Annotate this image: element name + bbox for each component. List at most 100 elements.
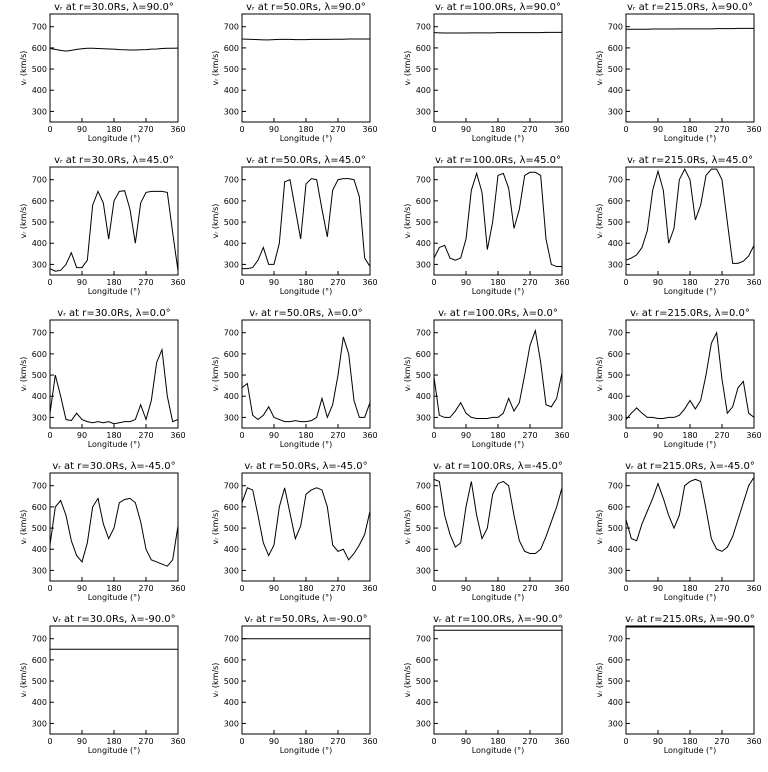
y-axis-label: vᵣ (km/s) (211, 663, 220, 698)
x-tick-label: 0 (239, 431, 244, 440)
x-tick-label: 180 (298, 584, 313, 593)
y-tick-label: 400 (32, 392, 47, 401)
y-axis-label: vᵣ (km/s) (403, 663, 412, 698)
x-tick-label: 0 (431, 125, 436, 134)
x-axis-label: Longitude (°) (664, 440, 717, 449)
y-tick-label: 400 (416, 86, 431, 95)
y-tick-label: 300 (608, 719, 623, 728)
chart-title: vᵣ at r=100.0Rs, λ=0.0° (438, 308, 558, 319)
y-tick-label: 300 (416, 260, 431, 269)
y-tick-label: 300 (416, 413, 431, 422)
y-axis-label: vᵣ (km/s) (595, 357, 604, 392)
x-axis-label: Longitude (°) (88, 440, 141, 449)
y-tick-label: 600 (416, 44, 431, 53)
x-tick-label: 180 (490, 431, 505, 440)
x-tick-label: 90 (269, 125, 279, 134)
x-tick-label: 90 (653, 125, 663, 134)
x-tick-label: 90 (77, 278, 87, 287)
y-tick-label: 400 (32, 545, 47, 554)
y-axis-label: vᵣ (km/s) (211, 204, 220, 239)
x-tick-label: 90 (269, 737, 279, 746)
y-tick-label: 400 (416, 392, 431, 401)
y-tick-label: 400 (32, 698, 47, 707)
y-tick-label: 400 (224, 545, 239, 554)
plot-frame (241, 472, 371, 582)
y-axis-label: vᵣ (km/s) (19, 357, 28, 392)
y-tick-label: 500 (416, 65, 431, 74)
x-tick-label: 360 (362, 278, 377, 287)
x-tick-label: 180 (490, 125, 505, 134)
y-tick-label: 700 (224, 329, 239, 338)
x-axis-label: Longitude (°) (472, 287, 525, 296)
x-axis-label: Longitude (°) (664, 287, 717, 296)
x-tick-label: 360 (746, 125, 761, 134)
x-tick-label: 360 (554, 737, 569, 746)
x-tick-label: 0 (239, 125, 244, 134)
y-tick-label: 600 (32, 44, 47, 53)
x-tick-label: 270 (138, 584, 153, 593)
x-axis-label: Longitude (°) (280, 746, 333, 755)
x-tick-label: 270 (522, 431, 537, 440)
x-tick-label: 180 (106, 431, 121, 440)
y-tick-label: 500 (608, 65, 623, 74)
plot-frame (433, 13, 563, 123)
y-tick-label: 600 (416, 656, 431, 665)
x-tick-label: 360 (362, 584, 377, 593)
plot-frame (625, 319, 755, 429)
x-axis-label: Longitude (°) (472, 593, 525, 602)
x-tick-label: 360 (746, 431, 761, 440)
chart-title: vᵣ at r=50.0Rs, λ=45.0° (246, 155, 366, 166)
chart-title: vᵣ at r=100.0Rs, λ=45.0° (435, 155, 561, 166)
y-tick-label: 500 (224, 218, 239, 227)
x-tick-label: 360 (170, 278, 185, 287)
x-tick-label: 270 (714, 125, 729, 134)
y-axis-label: vᵣ (km/s) (403, 51, 412, 86)
y-tick-label: 400 (608, 545, 623, 554)
x-tick-label: 180 (298, 737, 313, 746)
y-tick-label: 700 (608, 635, 623, 644)
y-axis-label: vᵣ (km/s) (403, 510, 412, 545)
x-tick-label: 270 (330, 125, 345, 134)
y-tick-label: 500 (32, 524, 47, 533)
y-tick-label: 400 (608, 239, 623, 248)
x-axis-label: Longitude (°) (472, 746, 525, 755)
y-axis-label: vᵣ (km/s) (211, 357, 220, 392)
x-tick-label: 90 (653, 737, 663, 746)
plot-frame (49, 319, 179, 429)
y-tick-label: 300 (32, 107, 47, 116)
data-line (433, 31, 562, 34)
x-tick-label: 90 (269, 431, 279, 440)
chart-title: vᵣ at r=30.0Rs, λ=0.0° (57, 308, 170, 319)
y-tick-label: 300 (608, 260, 623, 269)
y-tick-label: 600 (416, 350, 431, 359)
x-axis-label: Longitude (°) (88, 593, 141, 602)
x-tick-label: 0 (431, 278, 436, 287)
y-tick-label: 300 (224, 719, 239, 728)
y-axis-label: vᵣ (km/s) (403, 204, 412, 239)
y-tick-label: 600 (32, 656, 47, 665)
y-tick-label: 400 (416, 545, 431, 554)
y-tick-label: 700 (224, 482, 239, 491)
x-axis-label: Longitude (°) (280, 440, 333, 449)
data-line (625, 476, 755, 552)
x-tick-label: 270 (522, 737, 537, 746)
x-tick-label: 270 (330, 584, 345, 593)
x-tick-label: 180 (298, 431, 313, 440)
y-tick-label: 500 (608, 677, 623, 686)
x-tick-label: 90 (461, 584, 471, 593)
x-axis-label: Longitude (°) (88, 134, 141, 143)
plot-frame (625, 625, 755, 735)
y-tick-label: 300 (32, 719, 47, 728)
x-tick-label: 0 (623, 737, 628, 746)
x-axis-label: Longitude (°) (88, 287, 141, 296)
y-tick-label: 600 (608, 656, 623, 665)
y-tick-label: 500 (32, 677, 47, 686)
x-tick-label: 360 (362, 431, 377, 440)
x-tick-label: 360 (170, 737, 185, 746)
y-tick-label: 700 (224, 635, 239, 644)
x-tick-label: 360 (362, 125, 377, 134)
y-tick-label: 400 (32, 86, 47, 95)
y-tick-label: 500 (608, 218, 623, 227)
x-tick-label: 90 (77, 125, 87, 134)
chart-title: vᵣ at r=215.0Rs, λ=90.0° (627, 2, 753, 13)
